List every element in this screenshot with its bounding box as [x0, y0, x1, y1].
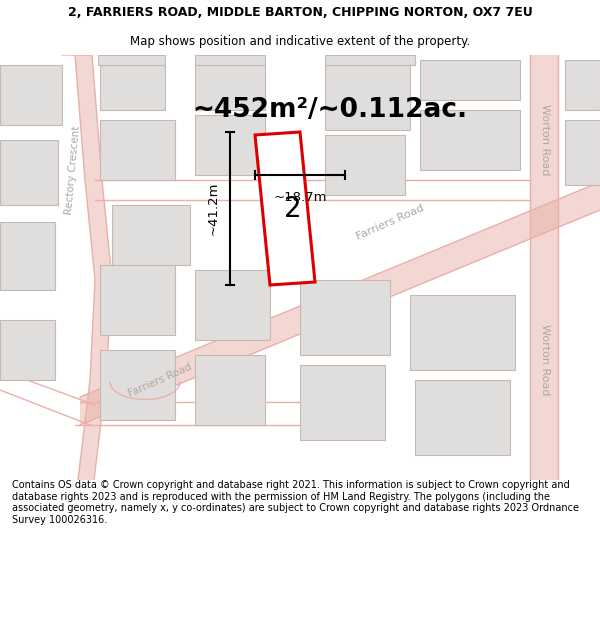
Polygon shape: [195, 65, 265, 110]
Text: Farriers Road: Farriers Road: [355, 202, 425, 241]
Polygon shape: [565, 120, 600, 185]
Polygon shape: [195, 115, 265, 175]
Text: Map shows position and indicative extent of the property.: Map shows position and indicative extent…: [130, 35, 470, 48]
Polygon shape: [325, 65, 410, 130]
Text: Rectory Crescent: Rectory Crescent: [64, 125, 82, 215]
Polygon shape: [100, 65, 165, 110]
Text: Worton Road: Worton Road: [540, 104, 550, 176]
Polygon shape: [195, 355, 265, 425]
Polygon shape: [80, 182, 600, 425]
Polygon shape: [325, 135, 405, 195]
Polygon shape: [255, 132, 315, 285]
Polygon shape: [0, 65, 62, 125]
Polygon shape: [100, 350, 175, 420]
Text: Contains OS data © Crown copyright and database right 2021. This information is : Contains OS data © Crown copyright and d…: [12, 480, 579, 525]
Polygon shape: [62, 55, 112, 480]
Polygon shape: [530, 55, 558, 480]
Polygon shape: [565, 60, 600, 110]
Text: Worton Road: Worton Road: [540, 324, 550, 396]
Text: 2, FARRIERS ROAD, MIDDLE BARTON, CHIPPING NORTON, OX7 7EU: 2, FARRIERS ROAD, MIDDLE BARTON, CHIPPIN…: [68, 6, 532, 19]
Polygon shape: [100, 265, 175, 335]
Polygon shape: [0, 320, 55, 380]
Polygon shape: [300, 280, 390, 355]
Polygon shape: [0, 222, 55, 290]
Polygon shape: [195, 55, 265, 65]
Polygon shape: [325, 55, 415, 65]
Text: ~452m²/~0.112ac.: ~452m²/~0.112ac.: [193, 97, 467, 123]
Polygon shape: [300, 365, 385, 440]
Text: ~18.7m: ~18.7m: [273, 191, 327, 204]
Polygon shape: [112, 205, 190, 265]
Text: Farriers Road: Farriers Road: [127, 361, 193, 399]
Polygon shape: [415, 380, 510, 455]
Polygon shape: [0, 140, 58, 205]
Polygon shape: [100, 120, 175, 180]
Polygon shape: [195, 270, 270, 340]
Text: ~41.2m: ~41.2m: [207, 182, 220, 235]
Text: 2: 2: [284, 194, 302, 222]
Polygon shape: [420, 110, 520, 170]
Polygon shape: [410, 295, 515, 370]
Polygon shape: [98, 55, 165, 65]
Polygon shape: [420, 60, 520, 100]
